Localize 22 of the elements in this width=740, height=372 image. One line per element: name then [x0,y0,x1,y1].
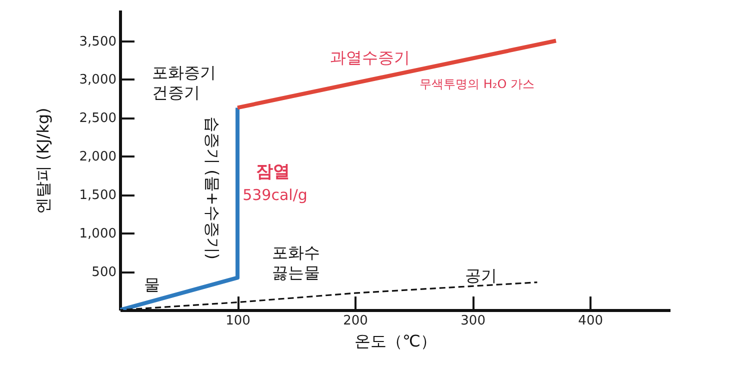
annotation: 539cal/g [242,186,308,204]
y-tick-label: 500 [92,265,116,280]
x-tick-label: 200 [343,314,368,328]
x-tick-label: 400 [578,314,603,328]
annotation: 습증기 (물+수증기) [203,116,222,260]
annotation: 무색투명의 H₂O 가스 [420,77,534,91]
y-tick-label: 1,500 [79,188,116,204]
x-axis-title: 온도（℃） [354,332,436,350]
y-tick-label: 1,000 [79,226,116,242]
annotation: 물 [144,275,160,294]
x-tick-label: 100 [226,314,250,328]
annotation: 포화증기 건증기 [152,63,216,102]
y-axis-title: 엔탈피 (KJ/kg) [33,108,52,214]
y-tick-label: 2,000 [79,150,116,165]
annotation: 공기 [465,266,497,285]
annotation: 잠열 [256,162,290,182]
annotation: 포화수 끓는물 [272,243,320,282]
annotation: 과열수증기 [330,48,410,67]
x-tick-label: 300 [460,314,486,328]
y-tick-label: 3,500 [79,34,116,50]
y-tick-label: 2,500 [79,111,116,126]
y-tick-label: 3,000 [79,72,116,88]
